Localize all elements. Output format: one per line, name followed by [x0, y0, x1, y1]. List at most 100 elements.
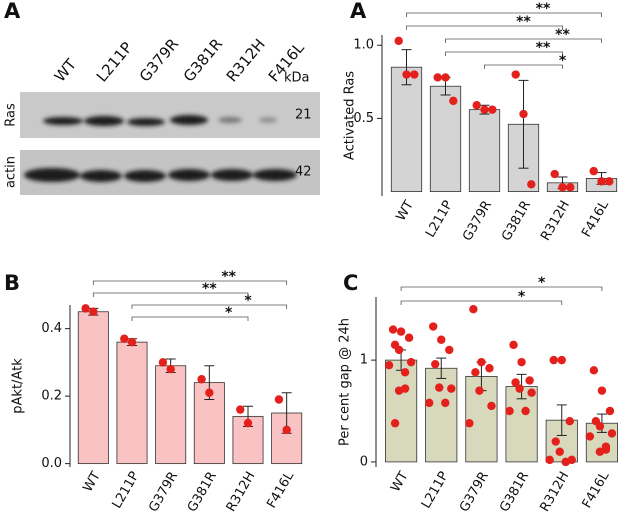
- significance-label: **: [221, 269, 236, 285]
- y-tick-label: 0.5: [353, 111, 374, 126]
- bar: [425, 367, 458, 463]
- data-point: [236, 405, 245, 414]
- bar: [465, 376, 498, 463]
- data-point: [589, 366, 599, 375]
- significance-bracket: [406, 12, 602, 17]
- data-point: [488, 105, 497, 114]
- data-point: [449, 96, 458, 106]
- x-tick-label: R312H: [537, 469, 572, 513]
- x-tick-label: R312H: [224, 469, 259, 513]
- panel-label: C: [343, 271, 358, 295]
- data-point: [585, 432, 595, 441]
- data-point: [166, 364, 175, 374]
- y-tick-label: 0.4: [41, 321, 62, 336]
- data-point: [485, 364, 494, 373]
- data-point: [519, 109, 528, 119]
- x-tick-label: G379R: [460, 198, 495, 244]
- data-point: [475, 386, 484, 395]
- y-axis-label: Activated Ras: [343, 71, 358, 160]
- size-label: 21: [295, 108, 312, 123]
- significance-bracket: [131, 304, 288, 309]
- data-point: [525, 376, 534, 385]
- significance-bracket: [131, 316, 249, 321]
- data-point: [511, 378, 520, 387]
- data-point: [431, 359, 440, 369]
- unit-label: kDa: [284, 71, 310, 86]
- x-tick-label: F416L: [580, 469, 613, 511]
- data-point: [465, 419, 474, 428]
- y-tick-label: 1: [360, 353, 368, 368]
- significance-label: **: [536, 40, 551, 56]
- data-point: [597, 386, 607, 395]
- x-tick-label: R312H: [538, 198, 573, 243]
- data-point: [435, 383, 444, 392]
- significance-label: *: [244, 293, 252, 309]
- y-tick-label: 0.0: [41, 456, 62, 471]
- data-point: [433, 73, 442, 82]
- data-point: [89, 307, 98, 316]
- data-point: [472, 101, 481, 110]
- x-tick-label: G379R: [457, 469, 492, 513]
- x-tick-label: L211P: [110, 469, 143, 511]
- x-tick-label: L211P: [423, 198, 456, 240]
- lane-label: G381R: [180, 35, 226, 85]
- significance-bracket: [406, 25, 563, 30]
- bar: [468, 109, 501, 193]
- bar: [505, 386, 538, 463]
- data-point: [557, 355, 566, 365]
- x-tick-label: G381R: [185, 469, 220, 513]
- data-point: [605, 406, 615, 416]
- data-point: [390, 419, 400, 428]
- data-point: [158, 358, 168, 367]
- blot-image: [20, 92, 320, 195]
- y-axis-label: pAkt/Atk: [11, 358, 26, 414]
- data-point: [471, 368, 480, 377]
- data-point: [561, 457, 570, 467]
- data-point: [205, 388, 214, 397]
- panel-label: B: [4, 271, 20, 295]
- row-label: actin: [4, 156, 19, 188]
- data-point: [394, 36, 403, 46]
- data-point: [274, 395, 284, 404]
- data-point: [441, 398, 450, 408]
- x-tick-label: F416L: [579, 198, 612, 240]
- data-point: [558, 183, 567, 192]
- data-point: [120, 334, 129, 343]
- data-point: [445, 345, 454, 355]
- data-point: [396, 327, 406, 336]
- data-point: [404, 333, 414, 342]
- significance-bracket: [400, 300, 563, 305]
- y-axis-label: Per cent gap @ 24h: [338, 318, 353, 446]
- bar: [77, 311, 109, 465]
- bar: [155, 365, 187, 465]
- data-point: [589, 166, 598, 176]
- significance-label: *: [518, 289, 526, 305]
- x-tick-label: WT: [388, 469, 411, 495]
- lane-label: WT: [51, 55, 81, 86]
- data-point: [551, 437, 560, 446]
- data-point: [605, 177, 614, 186]
- row-label: Ras: [4, 103, 19, 127]
- data-point: [197, 375, 206, 384]
- data-point: [429, 322, 438, 331]
- panel-label: A: [350, 0, 367, 23]
- significance-label: **: [516, 14, 531, 30]
- data-point: [480, 105, 489, 114]
- data-point: [505, 406, 514, 416]
- significance-bracket: [445, 51, 563, 56]
- data-point: [565, 416, 574, 426]
- y-tick-label: 0.2: [41, 389, 62, 404]
- data-point: [388, 325, 398, 334]
- significance-bracket: [92, 292, 249, 297]
- error-bar: [556, 404, 567, 436]
- data-point: [517, 357, 526, 367]
- x-tick-label: WT: [394, 198, 417, 224]
- data-point: [410, 70, 419, 79]
- significance-label: **: [555, 27, 570, 43]
- error-bar: [436, 357, 447, 379]
- x-tick-label: WT: [80, 469, 103, 495]
- data-point: [509, 340, 518, 350]
- x-tick-label: G381R: [497, 469, 532, 513]
- bar: [390, 66, 423, 193]
- data-point: [441, 73, 450, 82]
